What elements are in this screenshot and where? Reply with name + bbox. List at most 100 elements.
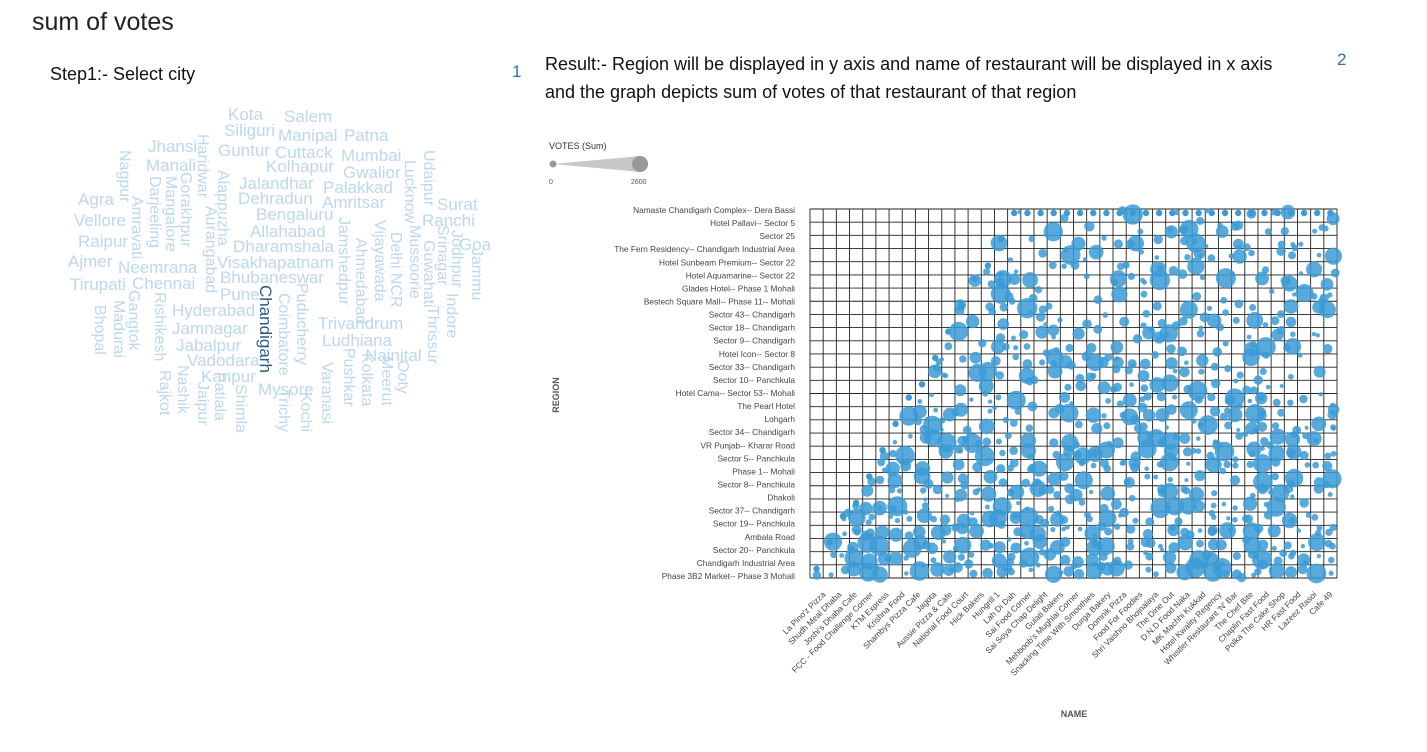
data-point[interactable]: [812, 571, 822, 580]
city-word-cuttack[interactable]: Cuttack: [275, 143, 333, 162]
data-point[interactable]: [1090, 209, 1097, 217]
data-point[interactable]: [1259, 367, 1267, 376]
data-point[interactable]: [1038, 305, 1047, 314]
city-word-jamshedpur[interactable]: Jamshedpur: [335, 217, 352, 306]
data-point[interactable]: [1075, 420, 1083, 429]
data-point[interactable]: [1084, 511, 1091, 519]
data-point[interactable]: [1204, 208, 1210, 214]
data-point[interactable]: [1048, 505, 1055, 512]
data-point[interactable]: [1196, 354, 1209, 367]
data-point[interactable]: [923, 497, 928, 502]
city-word-jamnagar[interactable]: Jamnagar: [172, 319, 248, 338]
data-point[interactable]: [1246, 312, 1264, 329]
data-point[interactable]: [1012, 353, 1019, 361]
data-point[interactable]: [1242, 431, 1249, 438]
data-point[interactable]: [1184, 360, 1189, 366]
data-point[interactable]: [1285, 316, 1297, 328]
data-point[interactable]: [1207, 254, 1216, 263]
data-point[interactable]: [1330, 268, 1340, 278]
data-point[interactable]: [1172, 433, 1180, 440]
data-point[interactable]: [1145, 517, 1155, 527]
data-point[interactable]: [1156, 336, 1161, 341]
data-point[interactable]: [1196, 539, 1204, 548]
data-point[interactable]: [1104, 527, 1113, 536]
data-point[interactable]: [1035, 325, 1049, 339]
city-word-guwahati[interactable]: Guwahati: [420, 240, 437, 308]
data-point[interactable]: [1053, 491, 1061, 499]
data-point[interactable]: [1005, 557, 1014, 567]
data-point[interactable]: [1142, 409, 1156, 422]
data-point[interactable]: [1038, 486, 1048, 496]
data-point[interactable]: [992, 405, 998, 410]
data-point[interactable]: [1007, 567, 1015, 576]
data-point[interactable]: [1207, 392, 1216, 402]
data-point[interactable]: [859, 501, 873, 516]
data-point[interactable]: [877, 458, 886, 467]
data-point[interactable]: [918, 381, 926, 388]
data-point[interactable]: [1043, 222, 1063, 242]
data-point[interactable]: [982, 567, 993, 579]
data-point[interactable]: [929, 392, 934, 398]
city-word-varanasi[interactable]: Varanasi: [318, 362, 335, 424]
data-point[interactable]: [1049, 438, 1059, 448]
data-point[interactable]: [1313, 365, 1326, 378]
data-point[interactable]: [978, 378, 994, 394]
data-point[interactable]: [1050, 512, 1065, 527]
data-point[interactable]: [1092, 533, 1097, 538]
data-point[interactable]: [1123, 478, 1131, 485]
data-point[interactable]: [1248, 209, 1255, 217]
data-point[interactable]: [1160, 453, 1179, 472]
data-point[interactable]: [1300, 544, 1306, 549]
data-point[interactable]: [1242, 514, 1250, 523]
data-point[interactable]: [1019, 558, 1028, 568]
data-point[interactable]: [1011, 209, 1018, 217]
data-point[interactable]: [1296, 528, 1301, 533]
data-point[interactable]: [1264, 228, 1272, 236]
data-point[interactable]: [1280, 227, 1289, 236]
data-point[interactable]: [903, 555, 909, 561]
data-point[interactable]: [1267, 524, 1281, 538]
data-point[interactable]: [1216, 323, 1224, 332]
data-point[interactable]: [1254, 568, 1262, 576]
city-word-gwalior[interactable]: Gwalior: [343, 163, 401, 182]
data-point[interactable]: [1257, 539, 1269, 551]
data-point[interactable]: [1199, 274, 1205, 281]
city-word-dharamshala[interactable]: Dharamshala: [233, 237, 335, 256]
data-point[interactable]: [1150, 497, 1171, 519]
data-point[interactable]: [1002, 416, 1009, 424]
data-point[interactable]: [1110, 340, 1124, 354]
data-point[interactable]: [1045, 302, 1053, 310]
data-point[interactable]: [1184, 478, 1189, 483]
data-point[interactable]: [1178, 316, 1188, 326]
data-point[interactable]: [1246, 334, 1252, 340]
data-point[interactable]: [995, 438, 1002, 445]
city-word-surat[interactable]: Surat: [437, 195, 478, 214]
data-point[interactable]: [1138, 249, 1144, 255]
data-point[interactable]: [984, 262, 992, 269]
data-point[interactable]: [1289, 549, 1297, 557]
data-point[interactable]: [1305, 512, 1312, 518]
data-point[interactable]: [954, 536, 972, 554]
data-point[interactable]: [1105, 398, 1112, 404]
data-point[interactable]: [887, 473, 903, 489]
data-point[interactable]: [1075, 373, 1085, 383]
data-point[interactable]: [1111, 286, 1128, 303]
data-point[interactable]: [894, 517, 901, 524]
data-point[interactable]: [948, 567, 954, 573]
data-point[interactable]: [980, 486, 997, 502]
data-point[interactable]: [1187, 257, 1205, 275]
data-point[interactable]: [1215, 225, 1229, 238]
data-point[interactable]: [905, 394, 912, 401]
data-point[interactable]: [1122, 261, 1130, 269]
data-point[interactable]: [1045, 565, 1063, 583]
data-point[interactable]: [1203, 562, 1209, 569]
data-point[interactable]: [1009, 446, 1018, 455]
data-point[interactable]: [1076, 209, 1084, 217]
data-point[interactable]: [999, 303, 1009, 312]
data-point[interactable]: [853, 528, 861, 536]
city-word-jhansi[interactable]: Jhansi: [148, 137, 197, 156]
city-word-puducherry[interactable]: Puducherry: [293, 283, 310, 365]
data-point[interactable]: [1235, 209, 1242, 217]
data-point[interactable]: [939, 514, 951, 525]
data-point[interactable]: [1160, 483, 1179, 501]
